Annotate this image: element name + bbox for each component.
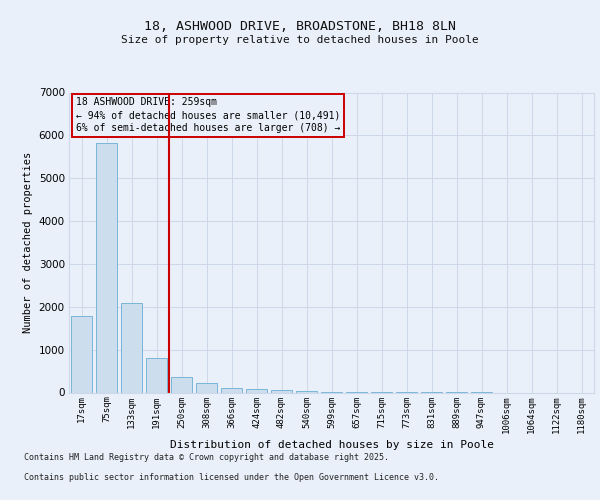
- Y-axis label: Number of detached properties: Number of detached properties: [23, 152, 33, 333]
- Bar: [221, 388, 242, 392]
- Bar: [96, 143, 117, 392]
- Bar: [196, 384, 217, 392]
- Bar: [146, 358, 167, 392]
- Text: Contains public sector information licensed under the Open Government Licence v3: Contains public sector information licen…: [24, 472, 439, 482]
- Bar: [296, 390, 317, 392]
- Text: Contains HM Land Registry data © Crown copyright and database right 2025.: Contains HM Land Registry data © Crown c…: [24, 452, 389, 462]
- Bar: [171, 376, 192, 392]
- Bar: [71, 316, 92, 392]
- Bar: [246, 389, 267, 392]
- Text: 18, ASHWOOD DRIVE, BROADSTONE, BH18 8LN: 18, ASHWOOD DRIVE, BROADSTONE, BH18 8LN: [144, 20, 456, 33]
- Bar: [121, 303, 142, 392]
- X-axis label: Distribution of detached houses by size in Poole: Distribution of detached houses by size …: [170, 440, 493, 450]
- Text: 18 ASHWOOD DRIVE: 259sqm
← 94% of detached houses are smaller (10,491)
6% of sem: 18 ASHWOOD DRIVE: 259sqm ← 94% of detach…: [76, 97, 340, 134]
- Bar: [271, 390, 292, 392]
- Text: Size of property relative to detached houses in Poole: Size of property relative to detached ho…: [121, 35, 479, 45]
